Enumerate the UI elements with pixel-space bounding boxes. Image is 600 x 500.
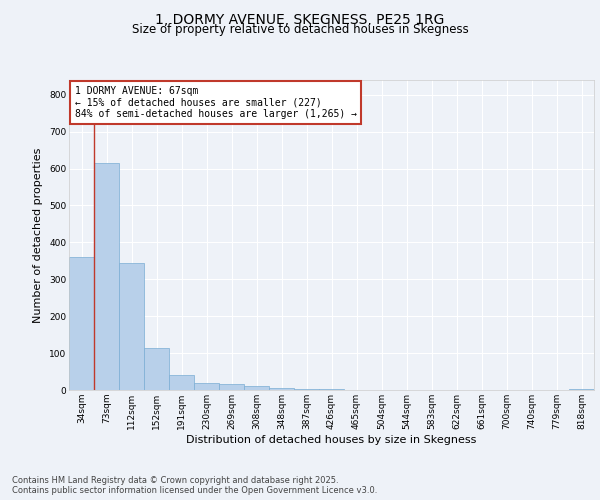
Bar [294, 389, 319, 390]
Bar [169, 374, 194, 390]
Text: 1, DORMY AVENUE, SKEGNESS, PE25 1RG: 1, DORMY AVENUE, SKEGNESS, PE25 1RG [155, 12, 445, 26]
Bar [269, 388, 294, 390]
Bar [244, 386, 269, 390]
Text: 1 DORMY AVENUE: 67sqm
← 15% of detached houses are smaller (227)
84% of semi-det: 1 DORMY AVENUE: 67sqm ← 15% of detached … [74, 86, 356, 119]
Bar [119, 262, 144, 390]
Text: Size of property relative to detached houses in Skegness: Size of property relative to detached ho… [131, 22, 469, 36]
Bar [219, 384, 244, 390]
Text: Contains HM Land Registry data © Crown copyright and database right 2025.
Contai: Contains HM Land Registry data © Crown c… [12, 476, 377, 495]
Y-axis label: Number of detached properties: Number of detached properties [34, 148, 43, 322]
Bar [144, 348, 169, 390]
Bar [569, 389, 594, 390]
Bar [69, 257, 94, 390]
Bar [94, 163, 119, 390]
X-axis label: Distribution of detached houses by size in Skegness: Distribution of detached houses by size … [187, 434, 476, 444]
Bar [194, 382, 219, 390]
